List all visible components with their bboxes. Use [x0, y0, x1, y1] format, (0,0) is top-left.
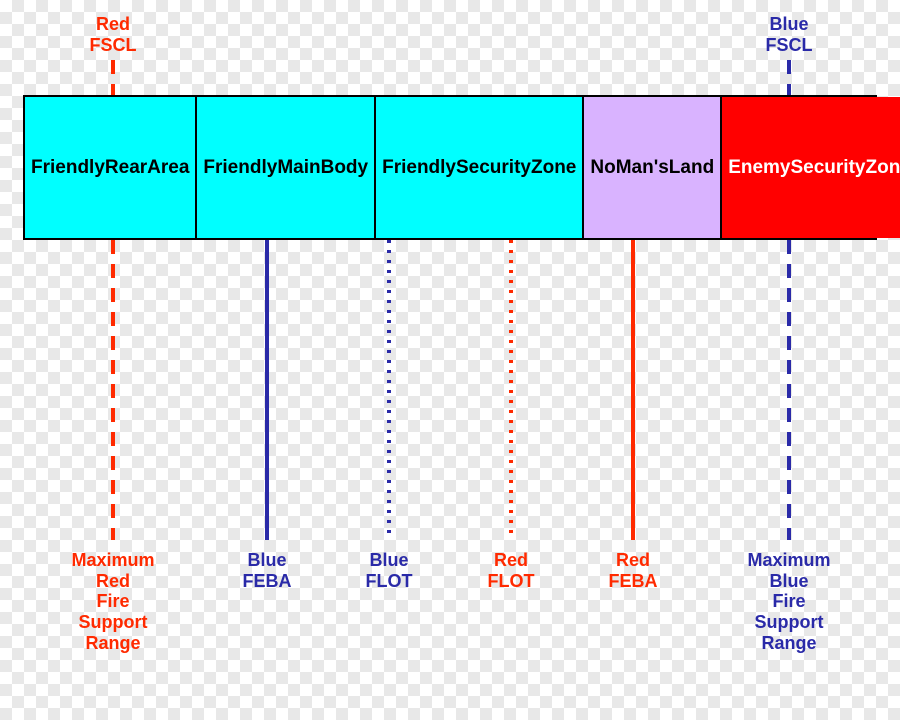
zones-strip: FriendlyRearAreaFriendlyMainBodyFriendly…: [23, 95, 877, 240]
zone-0: FriendlyRearArea: [25, 97, 197, 238]
label-bottom-blue-flot: BlueFLOT: [366, 550, 413, 591]
label-top-blue-fscl: BlueFSCL: [766, 14, 813, 55]
label-bottom-blue-fscl: MaximumBlueFireSupportRange: [747, 550, 830, 653]
zone-2: FriendlySecurityZone: [376, 97, 584, 238]
label-bottom-red-feba: RedFEBA: [609, 550, 658, 591]
label-bottom-red-flot: RedFLOT: [488, 550, 535, 591]
zone-3: NoMan'sLand: [584, 97, 722, 238]
label-bottom-blue-feba: BlueFEBA: [243, 550, 292, 591]
zone-4: EnemySecurityZone: [722, 97, 900, 238]
label-bottom-red-fscl: MaximumRedFireSupportRange: [71, 550, 154, 653]
label-top-red-fscl: RedFSCL: [90, 14, 137, 55]
zone-1: FriendlyMainBody: [197, 97, 376, 238]
diagram-stage: FriendlyRearAreaFriendlyMainBodyFriendly…: [0, 0, 900, 720]
